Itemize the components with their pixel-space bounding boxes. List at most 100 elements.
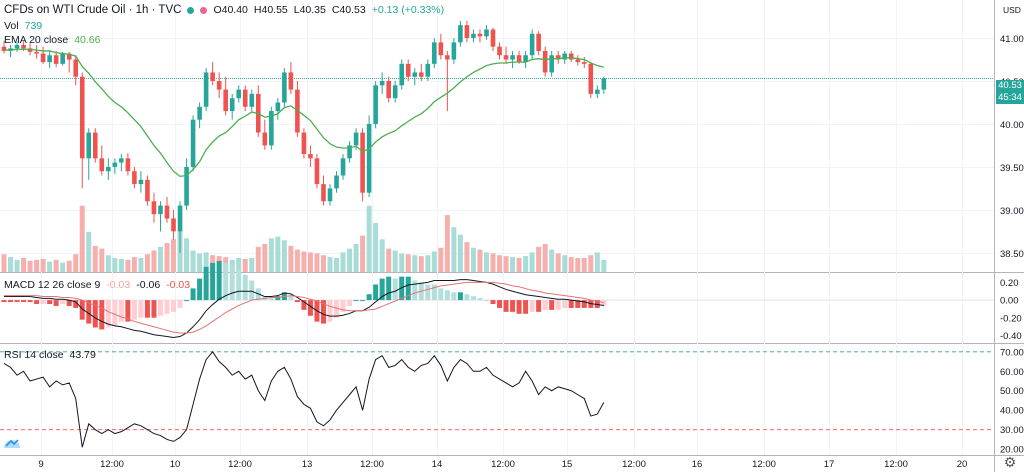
flag-icon[interactable]: [200, 6, 208, 14]
volume-bar: [405, 254, 411, 272]
macd-histogram-bar: [34, 300, 40, 305]
candle-body: [379, 81, 385, 86]
time-tick-label: 16: [692, 459, 703, 470]
macd-histogram-bar: [516, 300, 522, 314]
market-status-icon: [187, 6, 195, 14]
macd-histogram-bar: [40, 300, 46, 305]
volume-bar: [490, 253, 496, 272]
macd-histogram-bar: [412, 280, 418, 301]
candle-body: [418, 72, 424, 77]
candle-body: [295, 89, 300, 133]
macd-line: [4, 279, 604, 338]
candle-body: [432, 42, 437, 64]
macd-histogram-bar: [216, 261, 222, 301]
settings-gear-icon[interactable]: ⚙: [1003, 454, 1017, 470]
macd-legend: MACD 12 26 close 9 -0.03 -0.06 -0.03: [4, 279, 190, 291]
volume-bar: [86, 231, 92, 272]
macd-histogram-bar: [451, 292, 457, 301]
volume-bar: [562, 255, 568, 272]
candle-body: [86, 132, 92, 159]
volume-bar: [301, 251, 307, 272]
candle-body: [269, 111, 274, 146]
macd-histogram-bar: [229, 264, 235, 301]
candle-body: [327, 188, 333, 202]
candle-body: [262, 132, 268, 146]
macd-value-1: -0.03: [106, 279, 131, 291]
candle-body: [425, 63, 431, 77]
tradingview-logo-icon[interactable]: [2, 436, 22, 450]
time-tick-label: 17: [824, 459, 835, 470]
macd-histogram-bar: [353, 300, 359, 302]
volume-legend: Vol 739: [4, 20, 42, 32]
time-tick-label: 10: [170, 459, 181, 470]
macd-histogram-bar: [334, 300, 340, 318]
candle-body: [464, 25, 470, 39]
candle-body: [184, 166, 189, 206]
candle-body: [484, 29, 489, 37]
volume-bar: [536, 246, 542, 272]
candle-body: [412, 72, 418, 77]
macd-histogram-bar: [288, 296, 294, 301]
candle-body: [236, 89, 242, 99]
candle-body: [529, 33, 535, 56]
volume-bar: [431, 251, 437, 272]
macd-histogram-bar: [327, 300, 333, 322]
volume-bar: [249, 258, 255, 272]
candle-body: [399, 63, 405, 86]
volume-value: 739: [24, 20, 43, 32]
macd-histogram-bar: [268, 298, 274, 301]
volume-bar: [523, 256, 529, 272]
candle-body: [451, 42, 457, 60]
volume-label[interactable]: Vol: [4, 20, 19, 32]
macd-histogram-bar: [581, 300, 587, 308]
rsi-legend: RSI 14 close 43.79: [4, 349, 96, 361]
macd-tick-label: 0.20: [1000, 278, 1019, 289]
candle-body: [353, 132, 359, 146]
macd-histogram-bar: [294, 300, 300, 303]
candle-body: [595, 89, 600, 94]
volume-bar: [373, 223, 379, 272]
volume-bar: [203, 252, 209, 272]
macd-histogram-bar: [157, 300, 163, 316]
candle-body: [321, 184, 326, 202]
volume-bar: [53, 259, 59, 272]
macd-histogram-bar: [555, 300, 561, 310]
candle-body: [92, 132, 98, 159]
candle-body: [112, 162, 118, 167]
candle-body: [216, 81, 222, 90]
volume-bar: [138, 258, 144, 272]
macd-histogram-bar: [601, 300, 607, 306]
candle-body: [40, 53, 46, 63]
volume-bar: [73, 254, 79, 272]
candle-body: [581, 62, 587, 64]
ema-label[interactable]: EMA 20 close: [4, 34, 69, 46]
candle-body: [164, 205, 170, 219]
candle-body: [445, 55, 450, 60]
macd-histogram-bar: [1, 300, 7, 303]
volume-bar: [347, 248, 353, 272]
volume-bar: [425, 255, 431, 272]
volume-bar: [503, 256, 509, 272]
macd-histogram-bar: [503, 300, 509, 312]
macd-histogram-bar: [79, 300, 85, 320]
macd-label[interactable]: MACD 12 26 close 9: [4, 279, 101, 291]
time-tick-label: 13: [302, 459, 313, 470]
macd-value-2: -0.06: [136, 279, 161, 291]
volume-bar: [79, 205, 85, 272]
volume-bar: [320, 255, 326, 272]
currency-label: USD: [1003, 5, 1021, 15]
volume-bar: [353, 244, 359, 272]
rsi-label[interactable]: RSI 14 close: [4, 349, 64, 361]
rsi-value: 43.79: [69, 349, 96, 361]
volume-bar: [497, 255, 503, 272]
candle-body: [490, 29, 496, 47]
volume-bar: [568, 257, 574, 272]
candle-body: [386, 81, 391, 99]
volume-bar: [60, 262, 66, 272]
volume-bar: [66, 260, 72, 272]
symbol-title[interactable]: CFDs on WTI Crude Oil · 1h · TVC: [4, 4, 182, 16]
volume-bar: [8, 257, 14, 272]
volume-bar: [268, 238, 274, 272]
macd-histogram-bar: [470, 296, 476, 301]
